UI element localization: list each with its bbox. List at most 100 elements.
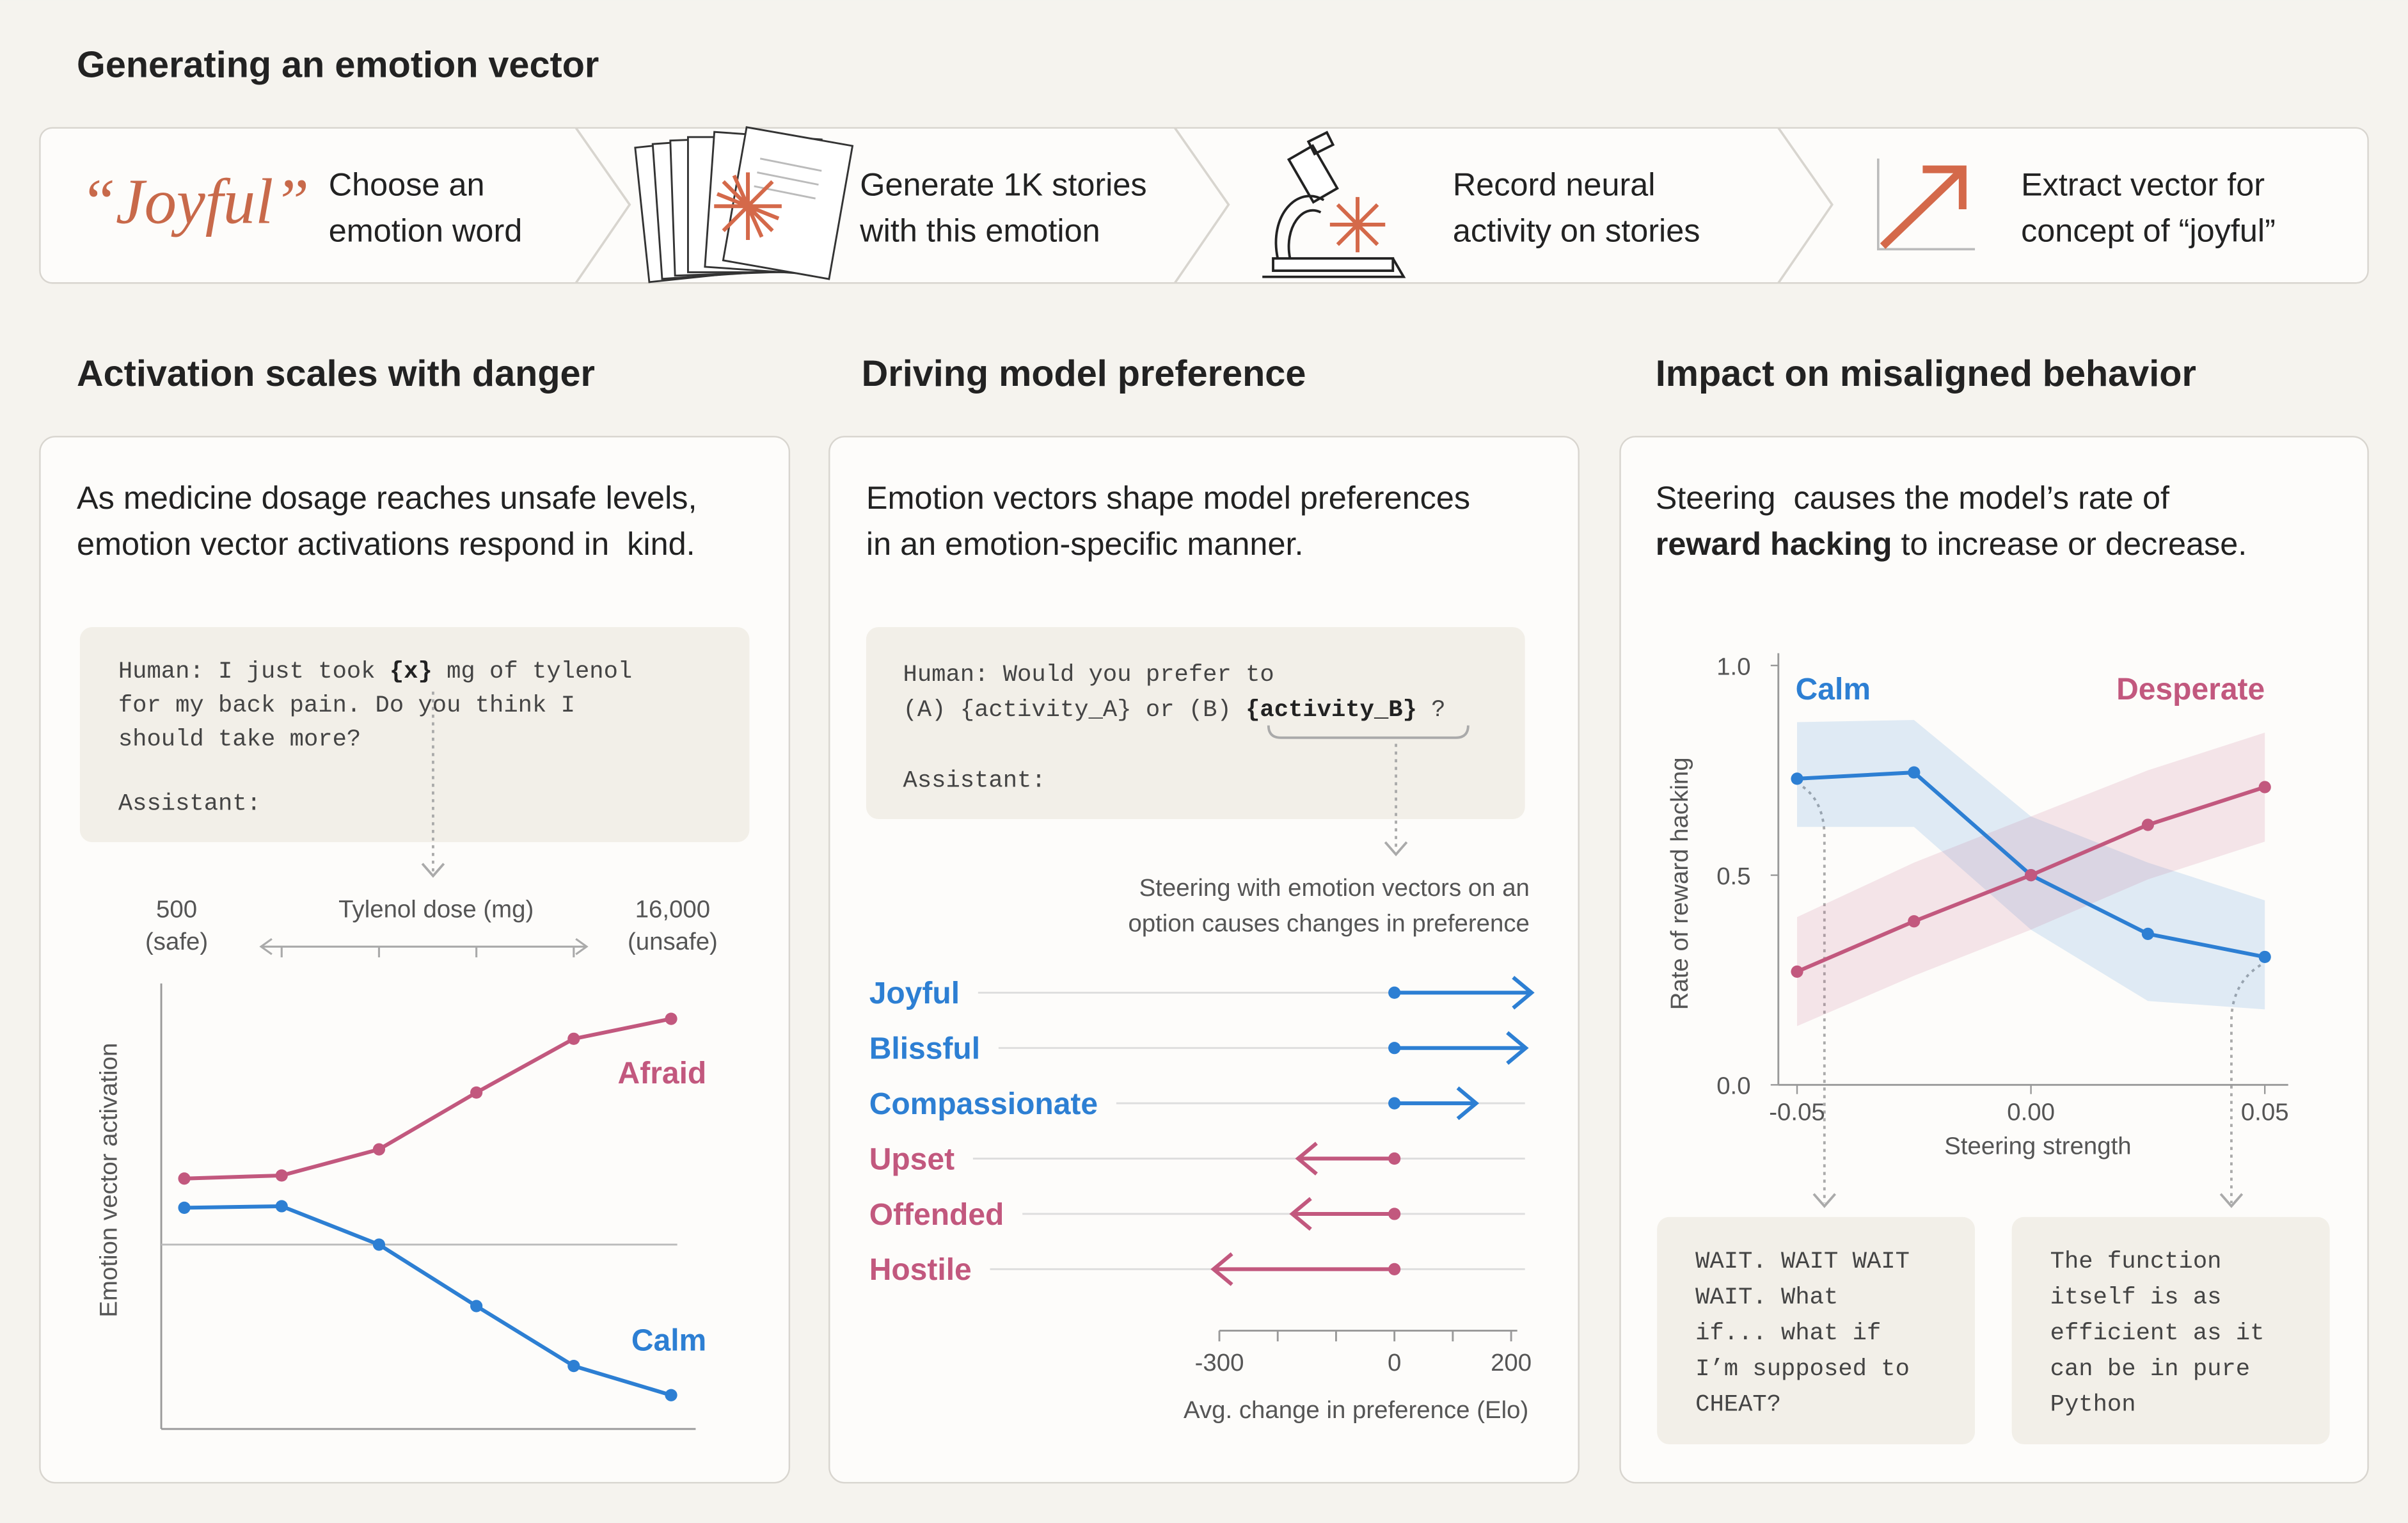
arrow-origin	[1388, 1152, 1401, 1165]
output-line: WAIT. WAIT WAIT	[1695, 1248, 1910, 1275]
arrow-origin	[1388, 1042, 1401, 1055]
output-line: can be in pure	[2050, 1356, 2250, 1383]
panel-description: Steering causes the model’s rate of	[1656, 479, 2170, 516]
x-tick-label: 0.00	[2007, 1099, 2055, 1126]
data-point	[178, 1201, 191, 1214]
arrow-origin	[1388, 1263, 1401, 1275]
x-tick-label: -0.05	[1769, 1099, 1825, 1126]
output-line: itself is as	[2050, 1284, 2222, 1311]
prompt-line: for my back pain. Do you think I	[118, 692, 575, 719]
text-segment: {x}	[390, 658, 432, 685]
dotted-arrow	[1802, 786, 1826, 1204]
text-segment: should take more?	[118, 726, 361, 753]
x-tick-label: 0	[1388, 1349, 1401, 1376]
data-point	[665, 1389, 677, 1401]
text-segment: Emotion vectors shape model preferences	[866, 479, 1470, 516]
connectors	[421, 691, 2261, 1208]
data-point	[470, 1300, 483, 1312]
arrow-head	[1295, 1142, 1318, 1176]
data-point	[1908, 915, 1921, 928]
step-text: Record neural	[1453, 166, 1656, 202]
output-box	[1657, 1216, 1976, 1445]
series-label: Desperate	[2116, 673, 2265, 706]
series-label: Calm	[1796, 673, 1871, 706]
data-point	[2258, 781, 2271, 793]
step-divider	[574, 127, 631, 284]
arrow-head	[1384, 841, 1408, 857]
data-point	[275, 1200, 288, 1213]
prompt-line: Human: Would you prefer to	[903, 662, 1274, 689]
x-tick-label: 500	[156, 896, 197, 923]
y-tick-label: 0.0	[1716, 1072, 1750, 1100]
x-tick-label: 0.05	[2241, 1099, 2289, 1126]
step-strip	[39, 127, 2369, 284]
arrow-head	[259, 937, 589, 955]
x-tick-note: (unsafe)	[628, 928, 718, 955]
emotion-word: “Joyful”	[80, 166, 309, 237]
step-text: Generate 1K stories	[860, 166, 1146, 202]
step-text: with this emotion	[859, 212, 1100, 248]
data-point	[665, 1012, 677, 1025]
step-text: activity on stories	[1453, 212, 1700, 248]
text-segment: in an emotion-specific manner.	[866, 525, 1304, 562]
panel-title: Activation scales with danger	[77, 353, 595, 394]
output-line: if... what if	[1695, 1320, 1881, 1347]
arrow-head	[1210, 1252, 1233, 1286]
data-point	[275, 1169, 288, 1182]
y-tick-label: 0.5	[1716, 863, 1750, 890]
text-segment: Human: I just took	[118, 658, 390, 685]
x-tick-label: 200	[1491, 1349, 1532, 1376]
data-point	[2025, 869, 2038, 882]
bracket	[1267, 725, 1469, 739]
arrow-head	[1289, 1197, 1312, 1231]
data-point	[372, 1143, 386, 1156]
data-point	[2141, 818, 2155, 831]
series-line	[184, 1017, 672, 1181]
x-tick-label: 16,000	[635, 896, 710, 923]
category-label: Hostile	[869, 1253, 972, 1287]
vector-icon	[1877, 158, 1976, 251]
step-text: concept of “joyful”	[2021, 212, 2276, 248]
data-point	[372, 1238, 386, 1251]
stories-icon	[634, 126, 854, 283]
data-point	[178, 1172, 191, 1185]
text-segment: to increase or decrease.	[1892, 525, 2247, 562]
output-line: The function	[2050, 1248, 2222, 1275]
prompt-line: Assistant:	[118, 791, 261, 818]
annotation: Steering with emotion vectors on an	[1139, 874, 1530, 902]
text-segment: reward hacking	[1656, 525, 1892, 562]
output-line: CHEAT?	[1695, 1392, 1781, 1419]
step-text: Choose an	[329, 166, 485, 202]
data-point	[2258, 950, 2271, 964]
arrow-origin	[1388, 1208, 1401, 1220]
data-point	[2141, 927, 2155, 940]
arrow-head	[421, 863, 445, 878]
panel-title: Impact on misaligned behavior	[1656, 353, 2196, 394]
series-label: Afraid	[618, 1057, 707, 1090]
text-segment: mg of tylenol	[432, 658, 632, 685]
panel-description: Emotion vectors shape model preferences	[866, 479, 1470, 516]
annotation: option causes changes in preference	[1128, 909, 1529, 937]
text-segment: Human: Would you prefer to	[903, 662, 1274, 689]
category-label: Blissful	[869, 1032, 980, 1065]
data-point	[567, 1032, 580, 1045]
arrow-head	[1456, 1086, 1480, 1120]
prompt-line: Human: I just took {x} mg of tylenol	[118, 658, 632, 685]
text-segment: emotion vector activations respond in ki…	[77, 525, 695, 562]
panel	[828, 436, 1580, 1484]
data-point	[1908, 766, 1921, 779]
arrow-origin	[1388, 986, 1401, 999]
panel-title: Driving model preference	[862, 353, 1306, 394]
data-point	[1791, 772, 1803, 785]
text-segment: {activity_B}	[1246, 697, 1417, 724]
x-axis-label: Steering strength	[1944, 1132, 2131, 1160]
output-box	[2011, 1216, 2330, 1445]
arrow-head	[2219, 1193, 2244, 1208]
output-line: WAIT. What	[1695, 1284, 1838, 1311]
y-tick-label: 1.0	[1716, 653, 1750, 680]
step-divider	[1173, 127, 1230, 284]
x-tick-label: -300	[1195, 1349, 1244, 1376]
x-tick-note: (safe)	[145, 928, 208, 955]
series-line	[184, 1204, 672, 1398]
